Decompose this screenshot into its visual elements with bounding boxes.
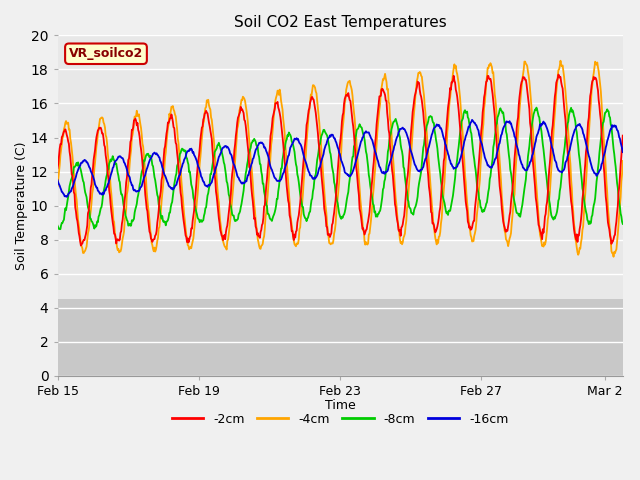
- Bar: [58, 300, 623, 376]
- X-axis label: Time: Time: [324, 399, 356, 412]
- Y-axis label: Soil Temperature (C): Soil Temperature (C): [15, 142, 28, 270]
- Title: Soil CO2 East Temperatures: Soil CO2 East Temperatures: [234, 15, 447, 30]
- Legend: -2cm, -4cm, -8cm, -16cm: -2cm, -4cm, -8cm, -16cm: [167, 408, 513, 431]
- Text: VR_soilco2: VR_soilco2: [69, 47, 143, 60]
